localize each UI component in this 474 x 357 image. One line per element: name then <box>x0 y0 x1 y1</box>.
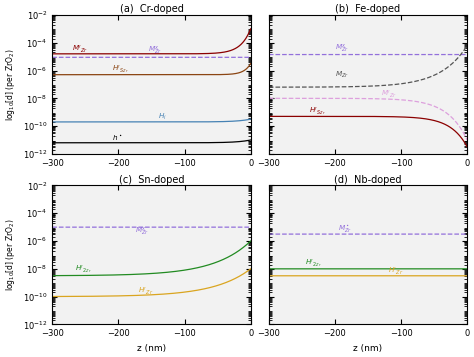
Text: $H'_{2_{Zr}}$: $H'_{2_{Zr}}$ <box>75 264 92 276</box>
Text: $M^x_{Zr}$: $M^x_{Zr}$ <box>135 226 149 238</box>
Text: $H'_{Zr}$: $H'_{Zr}$ <box>388 266 403 277</box>
Text: $M^\bullet_{Zr}$: $M^\bullet_{Zr}$ <box>338 223 352 235</box>
Title: (b)  Fe-doped: (b) Fe-doped <box>336 4 401 14</box>
Text: $H'_{Zr}$: $H'_{Zr}$ <box>138 286 154 297</box>
Text: $M^x_{Zr}$: $M^x_{Zr}$ <box>148 45 162 57</box>
Title: (d)  Nb-doped: (d) Nb-doped <box>334 175 402 185</box>
Text: $h^\bullet$: $h^\bullet$ <box>112 133 122 143</box>
Text: $H_i$: $H_i$ <box>158 112 167 122</box>
Title: (a)  Cr-doped: (a) Cr-doped <box>119 4 183 14</box>
Text: $H'_{S_{Zr}}$: $H'_{S_{Zr}}$ <box>112 64 128 76</box>
Text: $M'_{Zr}$: $M'_{Zr}$ <box>72 44 88 55</box>
Text: $H'_{S_{Zr}}$: $H'_{S_{Zr}}$ <box>309 106 325 118</box>
Text: $M_{Zr}$: $M_{Zr}$ <box>335 70 349 80</box>
Text: $H'_{2_{Zr}}$: $H'_{2_{Zr}}$ <box>305 258 322 270</box>
Title: (c)  Sn-doped: (c) Sn-doped <box>118 175 184 185</box>
X-axis label: z (nm): z (nm) <box>354 344 383 353</box>
Text: $M'_{Zr}$: $M'_{Zr}$ <box>381 89 397 100</box>
Y-axis label: log$_{10}$[d] (per ZrO$_2$): log$_{10}$[d] (per ZrO$_2$) <box>4 48 17 121</box>
X-axis label: z (nm): z (nm) <box>137 344 166 353</box>
Y-axis label: log$_{10}$[d] (per ZrO$_2$): log$_{10}$[d] (per ZrO$_2$) <box>4 219 17 291</box>
Text: $M^x_{Zr}$: $M^x_{Zr}$ <box>335 43 349 55</box>
